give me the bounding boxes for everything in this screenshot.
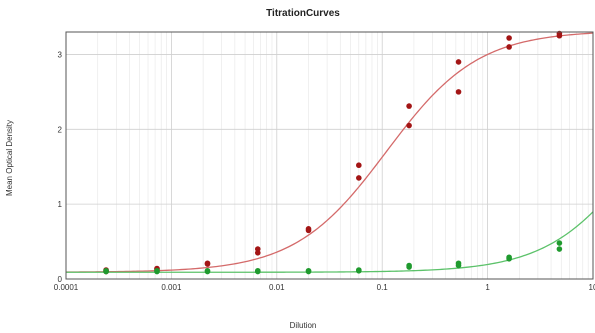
data-point-series-2	[356, 267, 362, 273]
x-tick-label: 10	[589, 283, 595, 292]
data-points	[103, 30, 563, 275]
fit-curves	[65, 32, 594, 273]
data-point-series-1	[356, 175, 362, 181]
x-tick-label: 0.1	[377, 283, 389, 292]
data-point-series-2	[556, 246, 563, 252]
axis-ticks: 0.0001 0.001 0.01 0.1 1 10 0 1 2 3	[54, 50, 595, 292]
data-point-series-2	[305, 267, 312, 274]
x-tick-label: 0.01	[269, 283, 285, 292]
fit-curve-1	[65, 32, 594, 273]
data-point-series-2	[154, 267, 160, 274]
y-tick-label: 1	[58, 200, 63, 209]
data-point-series-2	[103, 267, 109, 274]
data-point-series-1	[506, 35, 512, 41]
data-point-series-2	[406, 262, 412, 269]
data-point-series-1	[204, 260, 211, 267]
data-point-series-1	[406, 122, 412, 129]
y-axis-label: Mean Optical Density	[5, 120, 14, 196]
chart-title: TitrationCurves	[266, 8, 340, 19]
data-point-series-2	[556, 240, 563, 246]
data-point-series-1	[406, 103, 412, 109]
x-tick-label: 0.001	[161, 283, 182, 292]
y-tick-label: 0	[58, 275, 63, 284]
y-tick-label: 2	[58, 125, 63, 134]
data-point-series-1	[254, 246, 261, 252]
data-point-series-1	[356, 162, 362, 169]
data-point-series-2	[204, 267, 211, 274]
data-point-series-1	[455, 89, 462, 95]
grid	[65, 32, 593, 280]
data-point-series-2	[254, 267, 261, 274]
data-point-series-2	[455, 260, 462, 267]
y-tick-label: 3	[58, 50, 63, 59]
x-tick-label: 0.0001	[54, 283, 79, 292]
data-point-series-1	[506, 44, 512, 50]
data-point-series-2	[506, 254, 512, 261]
plot-frame	[65, 31, 594, 280]
x-tick-label: 1	[485, 283, 490, 292]
x-axis-label: Dilution	[290, 321, 317, 330]
fit-curve-2	[66, 211, 594, 273]
data-point-series-1	[455, 59, 462, 65]
data-point-series-1	[305, 226, 312, 232]
